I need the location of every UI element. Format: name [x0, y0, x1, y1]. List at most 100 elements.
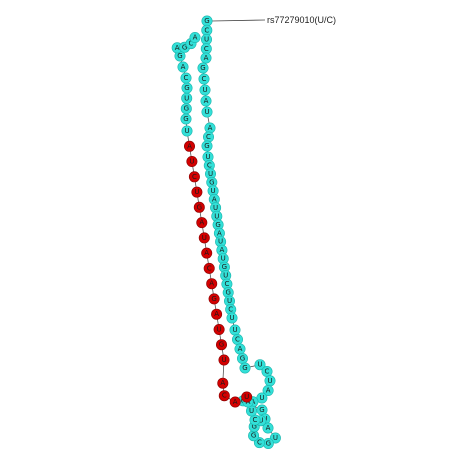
nucleotide-letter: U — [259, 394, 264, 402]
nucleotide-letter: A — [214, 310, 219, 318]
nucleotide: G — [237, 352, 249, 364]
nucleotide-circle-highlighted — [196, 217, 208, 229]
nucleotide-letter: A — [217, 229, 222, 237]
nucleotide-letter: A — [204, 249, 209, 257]
nucleotide-letter: A — [175, 44, 180, 52]
nucleotide-letter: A — [181, 63, 186, 71]
nucleotide-letter: G — [222, 263, 227, 271]
nucleotide: G — [180, 103, 192, 115]
nucleotide-letter: G — [215, 221, 220, 229]
nucleotide-letter: U — [232, 326, 237, 334]
nucleotide-letter: A — [220, 379, 225, 387]
nucleotide: G — [239, 362, 251, 374]
nucleotide-letter: U — [184, 127, 189, 135]
nucleotide: G — [180, 113, 192, 125]
nucleotide: U — [181, 92, 193, 104]
nucleotide-circle-highlighted — [193, 201, 205, 213]
nucleotide: U — [264, 375, 276, 387]
nucleotide: G — [212, 219, 224, 231]
nucleotide-letter: G — [219, 341, 224, 349]
nucleotide: U — [186, 156, 198, 168]
nucleotide: G — [181, 82, 193, 94]
nucleotide-circle-highlighted — [218, 354, 230, 366]
nucleotide-circle-highlighted — [229, 396, 241, 408]
nucleotide-letter: U — [229, 314, 234, 322]
nucleotide: A — [206, 278, 218, 290]
nucleotide: C — [203, 160, 215, 172]
nucleotide-letter: A — [220, 246, 225, 254]
nucleotide-letter: U — [202, 234, 207, 242]
nucleotide-letter: A — [266, 424, 271, 432]
nucleotide: G — [201, 15, 213, 27]
nucleotide: A — [213, 227, 225, 239]
nucleotide-letter: A — [208, 124, 213, 132]
nucleotide-letter: U — [258, 417, 263, 425]
nucleotide: U — [256, 392, 268, 404]
nucleotide: C — [200, 43, 212, 55]
nucleotide-circle-highlighted — [211, 308, 223, 320]
nucleotide-letter: G — [209, 178, 214, 186]
nucleotide-letter: A — [187, 142, 192, 150]
nucleotide-circle — [197, 62, 209, 74]
nucleotide: A — [200, 95, 212, 107]
nucleotide-letter: A — [266, 387, 271, 395]
nucleotide: A — [262, 384, 274, 396]
nucleotide-letter: C — [207, 162, 212, 170]
nucleotide-letter: C — [265, 368, 270, 376]
nucleotide-letter: C — [206, 133, 211, 141]
nucleotide-circle — [262, 422, 274, 434]
nucleotide-letter: G — [200, 64, 205, 72]
nucleotide: U — [201, 106, 213, 118]
nucleotide-letter: C — [189, 40, 194, 48]
nucleotide-letter: U — [204, 108, 209, 116]
nucleotide-letter: A — [204, 97, 209, 105]
nucleotide: G — [216, 339, 228, 351]
nucleotide: G — [201, 140, 213, 152]
nucleotide-letter: U — [218, 238, 223, 246]
nucleotide-letter: G — [204, 142, 209, 150]
nucleotide: A — [177, 61, 189, 73]
nucleotide-letter: G — [251, 423, 256, 431]
nucleotide-letter: C — [207, 264, 212, 272]
nucleotide-letter: G — [211, 295, 216, 303]
nucleotide: C — [203, 131, 215, 143]
nucleotide-letter: A — [233, 398, 238, 406]
nucleotide-letter: G — [183, 115, 188, 123]
nucleotide: U — [199, 84, 211, 96]
nucleotide-letter: G — [177, 52, 182, 60]
nucleotide-letter: U — [202, 86, 207, 94]
nucleotide: C — [218, 390, 230, 402]
nucleotide-letter: U — [257, 361, 262, 369]
nucleotide-letter: C — [228, 306, 233, 314]
nucleotide-letter: U — [267, 377, 272, 385]
nucleotide-letter: A — [212, 195, 217, 203]
nucleotide-letter: U — [227, 297, 232, 305]
nucleotide-letter: C — [192, 173, 197, 181]
nucleotide-letter: G — [184, 105, 189, 113]
nucleotide-letter: U — [273, 434, 278, 442]
nucleotide: G — [262, 437, 274, 449]
nucleotide-circle-highlighted — [184, 140, 196, 152]
nucleotide-circle-highlighted — [201, 247, 213, 259]
nucleotide-circle-highlighted — [216, 339, 228, 351]
snp-pointer-line — [211, 19, 266, 22]
nucleotide: C — [198, 73, 210, 85]
nucleotide: U — [191, 186, 203, 198]
nucleotide: A — [234, 343, 246, 355]
nucleotide-letter: U — [214, 212, 219, 220]
nucleotide-circle-highlighted — [198, 232, 210, 244]
nucleotide: U — [254, 359, 266, 371]
nucleotide: G — [206, 176, 218, 188]
nucleotide-circle — [254, 359, 266, 371]
nucleotide-letter: U — [211, 187, 216, 195]
nucleotide-letter: U — [208, 170, 213, 178]
nucleotide-letter: C — [224, 280, 229, 288]
nucleotide-letter: C — [222, 392, 227, 400]
nucleotide-circle-highlighted — [203, 262, 215, 274]
nucleotide-letter: C — [235, 336, 240, 344]
nucleotide-letter: C — [204, 26, 209, 34]
nucleotide-letter: G — [184, 84, 189, 92]
nucleotide: U — [201, 33, 213, 45]
